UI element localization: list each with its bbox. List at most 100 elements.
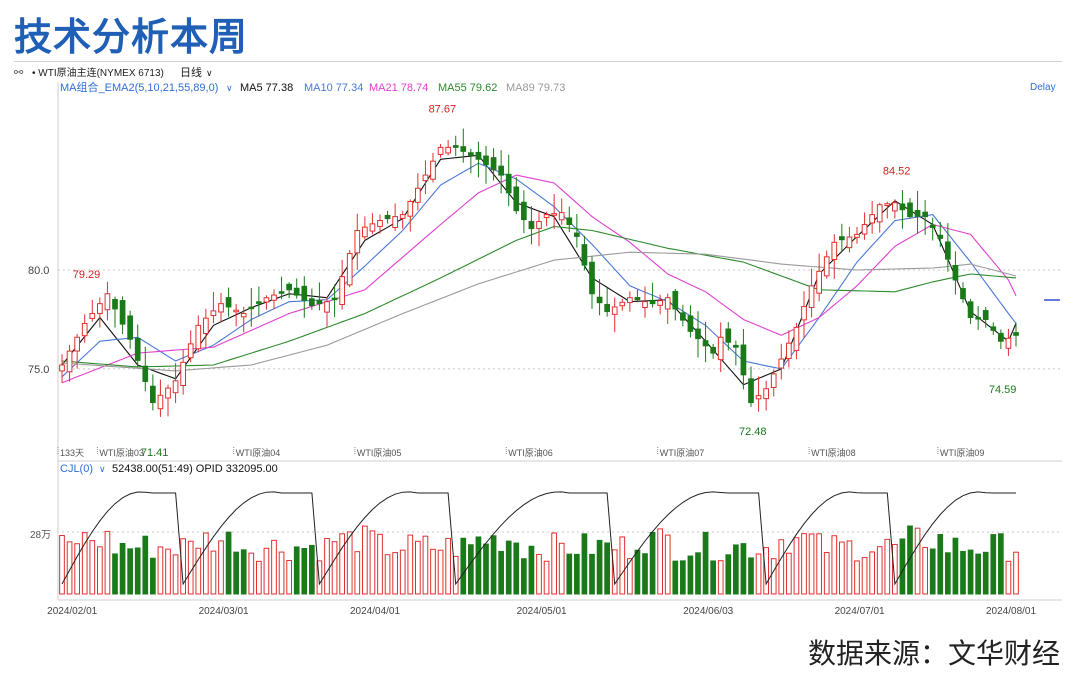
candle[interactable] [589,256,595,309]
candle[interactable] [452,135,459,157]
candle[interactable] [823,250,830,279]
candle[interactable] [89,299,96,322]
candle[interactable] [687,305,694,338]
candle[interactable] [324,296,330,327]
candle[interactable] [770,369,777,397]
candle[interactable] [415,173,421,211]
candle[interactable] [127,310,133,349]
candle[interactable] [369,213,376,235]
candle[interactable] [975,306,981,330]
candle[interactable] [619,298,626,311]
candle[interactable] [354,213,361,270]
candle[interactable] [74,333,80,369]
candle[interactable] [225,287,232,317]
candle[interactable] [861,212,868,240]
candle[interactable] [97,297,103,328]
candle[interactable] [218,292,224,322]
candle[interactable] [755,376,762,412]
candle[interactable] [399,210,406,229]
candle[interactable] [278,276,285,300]
candle[interactable] [362,216,368,240]
candle[interactable] [876,202,883,233]
candle[interactable] [377,214,383,234]
candle[interactable] [293,278,300,299]
candle[interactable] [634,289,641,303]
candle[interactable] [505,154,512,207]
candle[interactable] [233,304,239,327]
candle[interactable] [536,211,542,247]
candle[interactable] [740,328,747,390]
candle[interactable] [187,330,194,363]
candle[interactable] [869,200,875,234]
volume-indicator-label[interactable]: CJL(0) [60,463,93,475]
candle[interactable] [854,226,860,244]
candle[interactable] [157,379,164,417]
candle[interactable] [982,307,989,328]
candle[interactable] [316,282,323,311]
candle[interactable] [112,296,118,328]
candle[interactable] [263,295,270,310]
chevron-down-icon[interactable]: ∨ [206,68,213,78]
candle[interactable] [407,199,414,232]
candle[interactable] [695,311,701,358]
candle[interactable] [475,141,482,178]
candle[interactable] [422,160,429,194]
candle[interactable] [392,203,398,231]
candle[interactable] [286,282,292,299]
candle[interactable] [210,291,217,324]
candle[interactable] [445,139,451,156]
candle[interactable] [172,363,179,404]
candle[interactable] [596,279,603,316]
candle[interactable] [998,329,1004,350]
candle[interactable] [960,282,966,303]
candle[interactable] [119,296,126,334]
candle[interactable] [952,251,959,295]
candle[interactable] [437,143,444,158]
candle[interactable] [551,194,557,229]
candle[interactable] [574,213,580,248]
candle[interactable] [967,298,974,325]
candle[interactable] [66,344,73,382]
candle[interactable] [248,287,255,327]
candle[interactable] [642,286,648,318]
candle[interactable] [203,308,209,348]
candle[interactable] [846,226,853,253]
candle[interactable] [490,148,497,181]
candle[interactable] [483,145,489,184]
candle[interactable] [543,211,550,227]
candle[interactable] [717,322,724,373]
candle[interactable] [786,330,792,368]
candle[interactable] [271,289,277,310]
candle[interactable] [839,223,845,252]
candle[interactable] [528,206,535,245]
symbol-label[interactable]: • WTI原油主连(NYMEX 6713) [32,66,164,79]
candle[interactable] [468,148,474,174]
candle[interactable] [558,198,565,225]
candle[interactable] [763,380,769,411]
candle[interactable] [165,384,171,417]
candle[interactable] [808,268,815,318]
candle[interactable] [256,286,262,317]
candle[interactable] [513,177,520,215]
candle[interactable] [309,288,315,310]
candle[interactable] [680,304,686,327]
candle[interactable] [150,374,156,411]
candle[interactable] [581,235,588,271]
candle[interactable] [604,287,610,317]
candle[interactable] [907,198,913,219]
candle[interactable] [945,223,951,272]
candle[interactable] [733,340,739,366]
candle[interactable] [929,217,936,241]
candle[interactable] [649,282,656,308]
candle[interactable] [831,234,838,279]
candle[interactable] [611,297,618,333]
candle[interactable] [892,199,898,219]
candle[interactable] [816,253,822,302]
candle[interactable] [180,349,186,395]
candle[interactable] [339,259,345,310]
candle[interactable] [384,210,391,224]
candle[interactable] [710,343,716,359]
candle[interactable] [899,190,906,229]
candle[interactable] [331,284,338,318]
candlestick-chart[interactable]: ⚯ • WTI原油主连(NYMEX 6713) 日线 ∨ Delay MA组合_… [14,62,1062,620]
